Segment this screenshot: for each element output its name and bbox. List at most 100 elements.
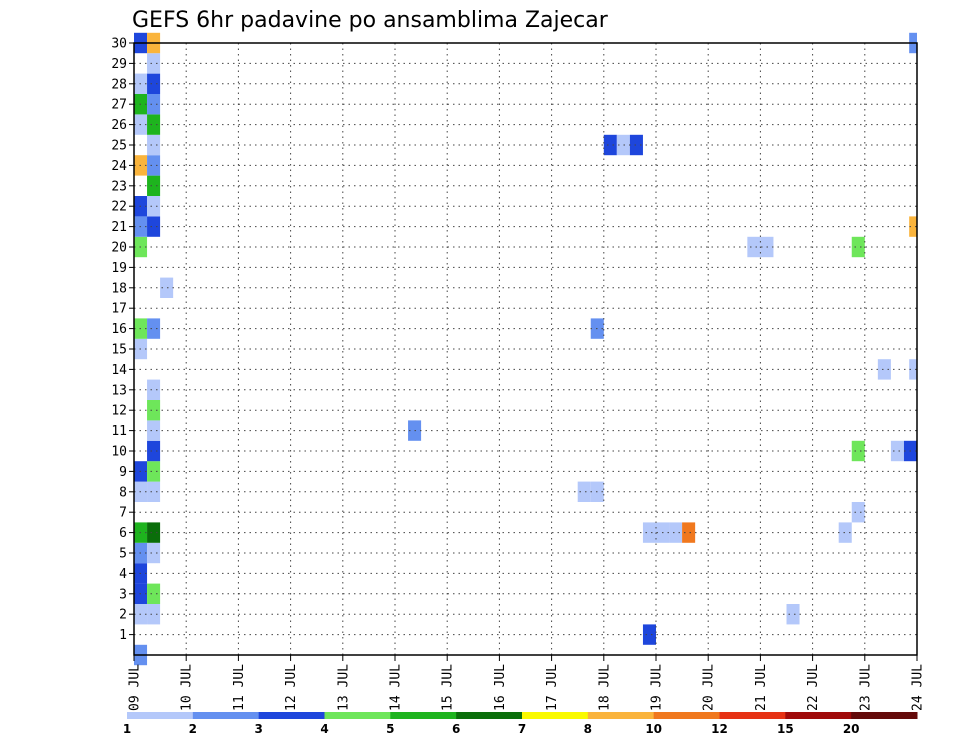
colorbar-swatch <box>785 712 852 719</box>
y-tick-label: 24 <box>111 159 127 174</box>
precip-cells <box>134 32 917 666</box>
precip-cell <box>147 542 161 564</box>
y-tick-label: 4 <box>119 567 127 582</box>
colorbar-label: 1 <box>123 722 131 736</box>
precip-cell <box>147 400 161 421</box>
x-tick-label: 10 JUL <box>180 664 195 711</box>
precip-cell <box>616 134 630 156</box>
precip-cell <box>909 359 917 380</box>
y-tick-label: 19 <box>111 261 127 276</box>
x-tick-label: 16 JUL <box>493 664 508 711</box>
y-tick-label: 30 <box>111 37 127 52</box>
colorbar-label: 12 <box>711 722 728 736</box>
x-tick-label: 11 JUL <box>232 664 247 711</box>
y-tick-label: 21 <box>111 220 127 235</box>
colorbar-swatch <box>127 712 194 719</box>
colorbar-label: 15 <box>777 722 794 736</box>
precip-cell <box>147 420 161 441</box>
colorbar-label: 4 <box>320 722 328 736</box>
colorbar-swatch <box>851 712 918 719</box>
precip-cell <box>603 134 617 156</box>
precip-cell <box>147 604 161 625</box>
colorbar-swatch <box>258 712 325 719</box>
colorbar-swatch <box>587 712 655 719</box>
precip-cell <box>747 236 761 258</box>
precip-cell <box>851 236 865 258</box>
colorbar-swatch <box>522 712 589 719</box>
precip-cell <box>890 440 904 462</box>
colorbar-label: 7 <box>518 722 526 736</box>
x-tick-label: 13 JUL <box>336 664 351 711</box>
y-tick-label: 25 <box>111 139 127 154</box>
y-tick-label: 3 <box>119 587 127 602</box>
grid-lines <box>134 42 917 655</box>
precip-cell <box>682 522 696 543</box>
precip-cell <box>147 583 161 604</box>
precip-cell <box>147 73 161 94</box>
x-tick-label: 14 JUL <box>389 664 404 711</box>
y-tick-label: 29 <box>111 57 127 72</box>
precip-cell <box>147 379 161 400</box>
x-tick-label: 12 JUL <box>284 664 299 711</box>
precip-cell <box>629 134 643 156</box>
y-tick-label: 14 <box>111 363 127 378</box>
colorbar-label: 5 <box>386 722 394 736</box>
y-tick-label: 18 <box>111 281 127 296</box>
y-tick-label: 15 <box>111 343 127 358</box>
y-tick-label: 23 <box>111 179 127 194</box>
colorbar-label: 2 <box>189 722 197 736</box>
x-tick-label: 17 JUL <box>545 664 560 711</box>
precip-cell <box>147 114 161 135</box>
precip-cell <box>147 522 161 543</box>
precip-cell <box>147 53 161 74</box>
colorbar-swatch <box>192 712 260 719</box>
colorbar-label: 20 <box>843 722 860 736</box>
precip-cell <box>669 522 683 543</box>
y-tick-label: 9 <box>119 465 127 480</box>
precip-cell <box>147 481 161 502</box>
colorbar-swatch <box>324 712 391 719</box>
x-tick-label: 24 JUL <box>911 664 926 711</box>
colorbar: 1 2 3 4 5 6 7 8 10 12 15 20 <box>123 712 918 736</box>
y-tick-label: 12 <box>111 404 127 419</box>
precip-cell <box>642 522 656 543</box>
y-tick-label: 5 <box>119 547 127 562</box>
colorbar-swatch <box>456 712 523 719</box>
colorbar-swatch <box>653 712 720 719</box>
y-tick-label: 26 <box>111 118 127 133</box>
x-tick-label: 09 JUL <box>128 664 143 711</box>
precip-cell <box>147 318 161 339</box>
x-axis: 09 JUL 10 JUL 11 JUL 12 JUL 13 JUL 14 JUL 15 J… <box>128 655 926 711</box>
y-tick-label: 28 <box>111 77 127 92</box>
x-tick-label: 23 JUL <box>858 664 873 711</box>
precip-cell <box>147 155 161 176</box>
chart-title: GEFS 6hr padavine po ansamblima Zajecar <box>132 8 609 33</box>
precip-cell <box>786 604 800 625</box>
precip-cell <box>160 277 174 298</box>
precip-cell <box>147 134 161 156</box>
y-tick-label: 17 <box>111 302 127 317</box>
y-tick-label: 8 <box>119 485 127 500</box>
y-tick-label: 1 <box>119 628 127 643</box>
x-tick-label: 15 JUL <box>441 664 456 711</box>
colorbar-swatch <box>390 712 457 719</box>
precip-cell <box>147 94 161 115</box>
y-tick-label: 22 <box>111 200 127 215</box>
y-tick-label: 2 <box>119 608 127 623</box>
colorbar-label: 3 <box>254 722 262 736</box>
y-tick-label: 16 <box>111 322 127 337</box>
precip-cell <box>642 624 656 645</box>
x-tick-label: 18 JUL <box>597 664 612 711</box>
y-tick-label: 11 <box>111 424 127 439</box>
colorbar-label: 8 <box>584 722 592 736</box>
colorbar-label: 10 <box>645 722 662 736</box>
precip-cell <box>147 196 161 217</box>
precip-cell <box>851 440 865 462</box>
y-axis: 1234567891011121314151617181920212223242… <box>111 37 134 643</box>
precip-cell <box>838 522 852 543</box>
colorbar-swatch <box>719 712 786 719</box>
precip-cell <box>147 175 161 196</box>
x-tick-label: 22 JUL <box>806 664 821 711</box>
precip-cell <box>147 216 161 237</box>
y-tick-label: 10 <box>111 445 127 460</box>
